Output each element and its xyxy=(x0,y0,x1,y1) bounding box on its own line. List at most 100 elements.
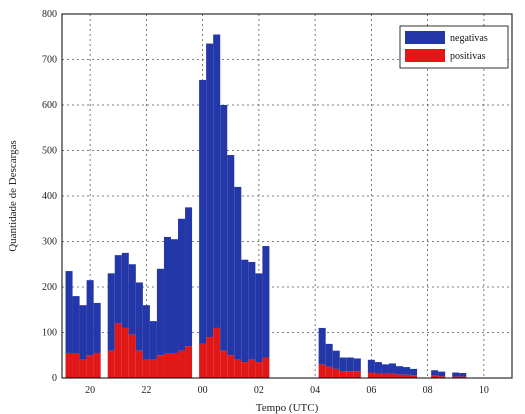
x-tick-label: 04 xyxy=(310,385,320,396)
bar-negativas xyxy=(395,366,404,375)
bar-negativas xyxy=(128,264,136,335)
y-tick-label: 800 xyxy=(42,9,57,20)
bar-positivas xyxy=(339,371,347,378)
x-tick-label: 22 xyxy=(141,385,151,396)
bar-positivas xyxy=(220,350,228,378)
bar-negativas xyxy=(381,364,389,374)
y-tick-label: 300 xyxy=(42,237,57,248)
bar-negativas xyxy=(213,34,221,328)
x-tick-label: 20 xyxy=(85,385,95,396)
bar-positivas xyxy=(395,374,404,378)
bar-negativas xyxy=(121,252,129,328)
legend: negativas positivas xyxy=(399,25,509,69)
bar-negativas xyxy=(332,350,340,369)
bar-negativas xyxy=(234,186,242,360)
bar-positivas xyxy=(114,323,122,378)
bar-negativas xyxy=(325,343,333,367)
bar-negativas xyxy=(149,321,157,360)
bar-negativas xyxy=(135,282,143,351)
x-axis-ticks: 20 22 00 02 04 06 08 10 xyxy=(85,385,489,396)
bar-negativas xyxy=(86,280,94,356)
bar-negativas xyxy=(114,255,122,324)
bar-positivas xyxy=(107,350,115,378)
bar-positivas xyxy=(381,373,389,378)
bar-negativas xyxy=(339,357,347,372)
bar-positivas xyxy=(346,371,354,378)
bar-positivas xyxy=(403,374,411,378)
bar-positivas xyxy=(135,350,143,378)
y-tick-label: 200 xyxy=(42,282,57,293)
bar-negativas xyxy=(72,296,80,353)
bar-negativas xyxy=(163,236,171,353)
x-tick-label: 10 xyxy=(479,385,489,396)
bar-negativas xyxy=(199,79,207,344)
bar-positivas xyxy=(93,352,101,378)
bar-negativas xyxy=(220,105,228,351)
bar-negativas xyxy=(255,273,263,363)
bar-positivas xyxy=(227,355,235,378)
bar-negativas xyxy=(374,362,382,374)
bar-positivas xyxy=(353,371,361,378)
y-tick-label: 600 xyxy=(42,100,57,111)
bar-positivas xyxy=(325,366,333,378)
bars xyxy=(65,34,467,378)
bar-positivas xyxy=(388,373,396,378)
bar-negativas xyxy=(438,371,446,377)
bar-negativas xyxy=(156,268,164,356)
bar-negativas xyxy=(79,305,87,360)
bar-positivas xyxy=(213,327,221,378)
bar-positivas xyxy=(142,359,150,378)
x-tick-label: 02 xyxy=(254,385,264,396)
bar-positivas xyxy=(178,350,186,378)
bar-positivas xyxy=(206,337,214,378)
bar-positivas xyxy=(410,375,418,378)
bar-positivas xyxy=(374,373,382,378)
bar-negativas xyxy=(170,239,179,353)
bar-negativas xyxy=(262,246,270,358)
legend-label: positivas xyxy=(450,51,486,62)
bar-positivas xyxy=(163,352,171,378)
bar-negativas xyxy=(241,259,249,363)
bar-negativas xyxy=(65,271,73,353)
bar-positivas xyxy=(459,376,467,378)
y-axis-label: Quantidade de Descargas xyxy=(7,140,19,252)
y-tick-label: 400 xyxy=(42,191,57,202)
bar-negativas xyxy=(227,155,235,356)
bar-negativas xyxy=(353,358,361,372)
bar-positivas xyxy=(367,372,375,378)
bar-negativas xyxy=(178,218,186,351)
bar-negativas xyxy=(431,370,439,376)
bar-positivas xyxy=(121,327,129,378)
bar-positivas xyxy=(318,364,326,378)
bar-negativas xyxy=(318,327,326,365)
bar-positivas xyxy=(156,355,164,378)
y-tick-label: 100 xyxy=(42,328,57,339)
bar-positivas xyxy=(234,359,242,378)
bar-negativas xyxy=(367,359,375,373)
bar-positivas xyxy=(438,376,446,378)
bar-positivas xyxy=(149,359,157,378)
bar-positivas xyxy=(86,355,94,378)
bar-negativas xyxy=(206,43,214,338)
bar-negativas xyxy=(459,372,467,377)
bar-negativas xyxy=(142,305,150,360)
bar-positivas xyxy=(170,352,179,378)
bar-negativas xyxy=(248,261,256,360)
bar-positivas xyxy=(199,343,207,378)
bar-positivas xyxy=(128,334,136,378)
y-tick-label: 500 xyxy=(42,146,57,157)
bar-positivas xyxy=(452,376,460,378)
legend-label: negativas xyxy=(450,33,488,44)
x-tick-label: 00 xyxy=(198,385,208,396)
bar-positivas xyxy=(262,357,270,378)
x-tick-label: 08 xyxy=(423,385,433,396)
bar-negativas xyxy=(93,302,101,353)
bar-negativas xyxy=(185,207,193,347)
bar-negativas xyxy=(346,357,354,372)
bar-positivas xyxy=(185,346,193,378)
bar-positivas xyxy=(248,359,256,378)
y-tick-label: 0 xyxy=(52,373,57,384)
x-axis-label: Tempo (UTC) xyxy=(256,402,319,414)
bar-positivas xyxy=(72,352,80,378)
